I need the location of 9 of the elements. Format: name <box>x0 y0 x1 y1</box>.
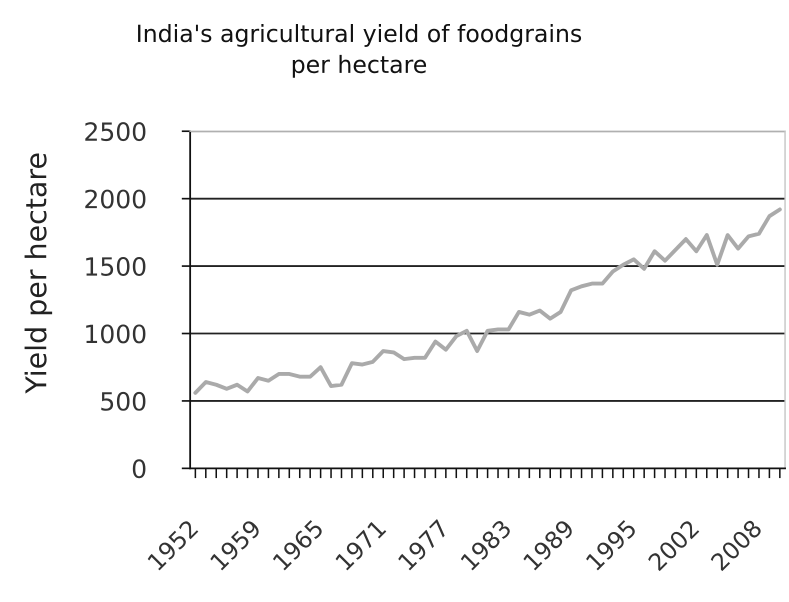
line-series <box>193 208 782 395</box>
y-tick-label: 1500 <box>86 257 146 276</box>
y-tick-label: 2000 <box>85 190 146 209</box>
y-tick-label: 0 <box>132 459 146 478</box>
chart-title: India's agricultural yield of foodgrains per hectare <box>138 24 582 78</box>
y-axis-title: Yield per hectare <box>24 154 52 394</box>
y-tick-label: 1000 <box>86 324 146 344</box>
y-tick-label: 2500 <box>85 122 146 142</box>
y-tick-label: 500 <box>101 392 146 411</box>
